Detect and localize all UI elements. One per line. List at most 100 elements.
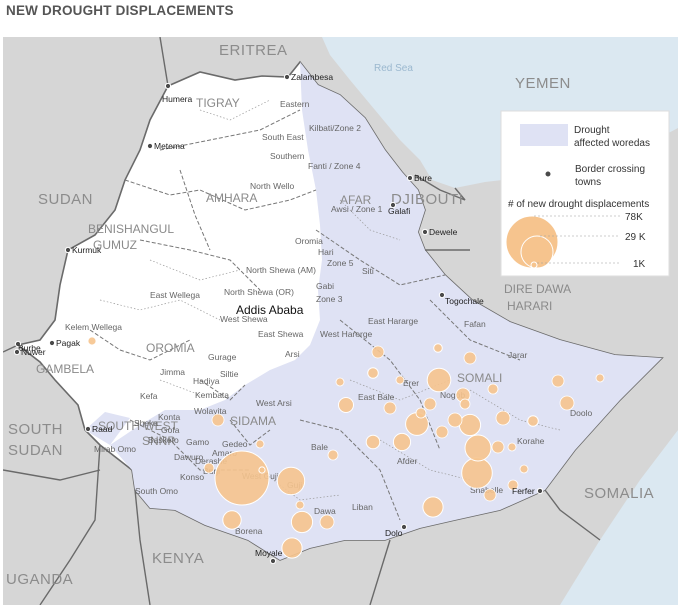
displacement-bubble-small	[519, 464, 529, 474]
displacement-bubble	[392, 432, 412, 452]
displacement-bubble-small	[319, 514, 335, 530]
border-town-icon	[146, 142, 154, 150]
displacement-bubble-small	[595, 373, 605, 383]
border-town-icon	[13, 348, 21, 356]
displacement-bubble-small	[371, 345, 385, 359]
border-town-icon	[536, 487, 544, 495]
border-town-label: Zalambesa	[291, 72, 333, 82]
displacement-bubble-small	[507, 479, 519, 491]
zone-label: East Hararge	[368, 316, 418, 326]
zone-label: Konta	[158, 412, 180, 422]
zone-label: Liban	[352, 502, 373, 512]
displacement-bubble-small	[383, 401, 397, 415]
displacement-bubble-small	[327, 449, 339, 461]
region-label: AMHARA	[206, 191, 257, 205]
zone-label: West Arsi	[256, 398, 292, 408]
region-label: GAMBELA	[36, 362, 94, 376]
zone-label: North Wello	[250, 181, 295, 191]
border-town-label: Togochale	[445, 296, 484, 306]
zone-label: Southern	[270, 151, 305, 161]
region-label: TIGRAY	[196, 96, 240, 110]
zone-label: Siltie	[220, 369, 239, 379]
zone-label: Kelem Wellega	[65, 322, 122, 332]
zone-label: Doolo	[570, 408, 592, 418]
displacement-bubble-small	[211, 413, 225, 427]
displacement-bubble-small	[415, 407, 427, 419]
zone-label: South Omo	[135, 486, 178, 496]
country-label: UGANDA	[6, 571, 73, 588]
zone-label: North Shewa (AM)	[246, 265, 316, 275]
zone-label: Hadiya	[193, 376, 220, 386]
region-label: GUMUZ	[93, 238, 137, 252]
region-label: AFAR	[340, 193, 372, 207]
displacement-bubble	[281, 537, 303, 559]
zone-label: Nogob	[440, 390, 465, 400]
zone-label: Kilbati/Zone 2	[309, 123, 361, 133]
zone-label: Zone 5	[327, 258, 354, 268]
legend-size-value: 29 K	[625, 232, 646, 243]
zone-label: Sheka	[134, 418, 158, 428]
zone-label: Dawa	[314, 506, 336, 516]
border-town-label: Ferfer	[512, 486, 535, 496]
legend-bubble-29k	[520, 235, 554, 269]
country-label: YEMEN	[515, 75, 571, 92]
zone-label: Dawuro	[174, 452, 204, 462]
zone-label: Gamo	[186, 437, 209, 447]
displacement-bubble-small	[395, 375, 405, 385]
zone-label: Kembata	[195, 390, 229, 400]
border-town-icon	[400, 523, 408, 531]
displacement-bubble	[365, 434, 381, 450]
border-town-icon	[84, 425, 92, 433]
international-borders	[3, 37, 601, 605]
zone-label: West Harerge	[320, 329, 373, 339]
displacement-bubble	[458, 413, 482, 437]
zone-label: Kefa	[140, 391, 158, 401]
legend-size-value: 78K	[625, 212, 643, 223]
legend-size-title: # of new drought displacements	[508, 199, 649, 210]
zone-label: Mirab Omo	[94, 444, 136, 454]
legend-drought-swatch	[520, 124, 568, 146]
country-label: SUDAN	[8, 442, 63, 459]
country-label: SUDAN	[38, 191, 93, 208]
zone-label: Amaro	[212, 448, 237, 458]
displacement-bubble-small	[559, 395, 575, 411]
country-label: SOMALIA	[584, 485, 654, 502]
border-town-label: Moyale	[255, 548, 283, 558]
border-town-icon	[438, 291, 446, 299]
region-label: OROMIA	[146, 341, 195, 355]
zone-label: Fafan	[464, 319, 486, 329]
zone-label: Jarar	[508, 350, 528, 360]
zone-label: Jimma	[160, 367, 185, 377]
region-label: HARARI	[507, 299, 552, 313]
border-town-label: Metema	[154, 141, 185, 151]
zone-label: Gabi	[316, 281, 334, 291]
zone-label: Oromia	[295, 236, 323, 246]
displacement-bubble	[214, 450, 270, 506]
border-town-icon	[389, 201, 397, 209]
region-label: SIDAMA	[230, 414, 276, 428]
displacement-bubble	[433, 343, 443, 353]
border-town-icon	[269, 557, 277, 565]
displacement-bubble-small	[487, 383, 499, 395]
border-town-icon	[14, 340, 22, 348]
border-town-label: Humera	[162, 94, 193, 104]
displacement-bubble	[464, 434, 492, 462]
zone-label: Zone 3	[316, 294, 343, 304]
zone-label: Awsi / Zone 1	[331, 204, 383, 214]
displacement-bubble	[527, 415, 539, 427]
region-label: DIRE DAWA	[504, 282, 571, 296]
country-label: KENYA	[152, 550, 204, 567]
zone-label: Fanti / Zone 4	[308, 161, 361, 171]
country-label: ERITREA	[219, 42, 288, 59]
legend-border-label: Border crossing	[575, 164, 645, 175]
displacement-bubble	[367, 367, 379, 379]
displacement-bubble-small	[203, 462, 215, 474]
border-town-label: Dolo	[385, 528, 403, 538]
region-label: SOMALI	[457, 371, 502, 385]
legend: Drought affected woredas Border crossing…	[500, 110, 670, 277]
border-town-label: Bure	[414, 173, 432, 183]
border-town-label: Raad	[92, 424, 113, 434]
capital-label: Addis Ababa	[236, 303, 304, 317]
displacement-bubble	[276, 466, 306, 496]
displacement-bubble-small	[255, 439, 265, 449]
